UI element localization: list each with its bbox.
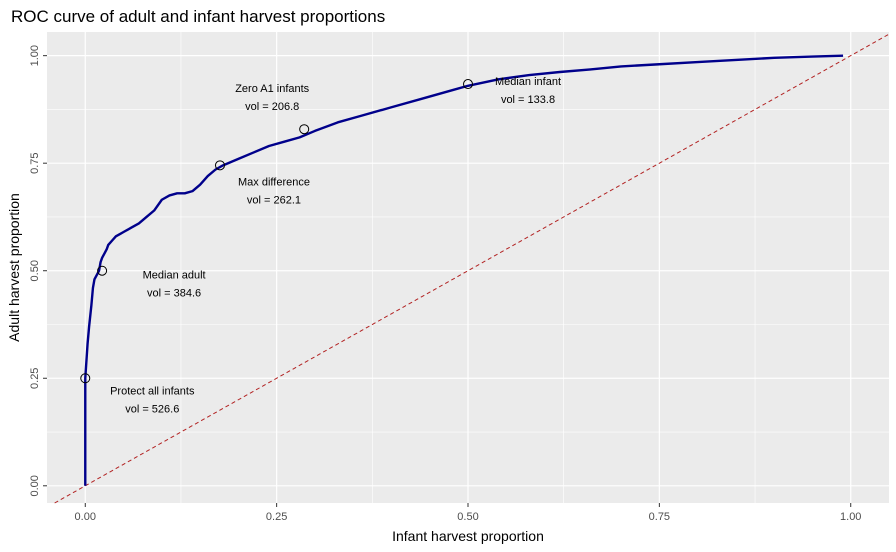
x-tick-label: 1.00 xyxy=(840,511,861,523)
x-tick-label: 0.50 xyxy=(457,511,478,523)
annotation-value: vol = 133.8 xyxy=(501,94,555,106)
y-axis-title: Adult harvest proportion xyxy=(6,193,22,342)
threshold-marker xyxy=(80,373,91,384)
annotation-label: Median infant xyxy=(495,76,561,88)
annotation-value: vol = 262.1 xyxy=(247,194,301,206)
annotation-value: vol = 384.6 xyxy=(147,288,201,300)
x-axis-title: Infant harvest proportion xyxy=(392,528,544,544)
annotation-label: Protect all infants xyxy=(110,385,195,397)
annotation-label: Zero A1 infants xyxy=(235,83,309,95)
threshold-marker xyxy=(463,79,473,90)
x-axis-ticks: 0.00 0.25 0.50 0.75 1.00 xyxy=(75,503,861,523)
threshold-annotations: Protect all infants vol = 526.6 Median adu… xyxy=(110,76,561,415)
roc-curve-line xyxy=(84,54,844,486)
chart-title: ROC curve of adult and infant harvest pr… xyxy=(11,7,385,26)
y-tick-label: 0.50 xyxy=(29,260,41,281)
y-axis-ticks: 0.00 0.25 0.50 0.75 1.00 xyxy=(29,45,47,497)
threshold-marker xyxy=(97,265,108,276)
x-tick-label: 0.00 xyxy=(75,511,96,523)
annotation-label: Median adult xyxy=(143,270,206,282)
x-tick-label: 0.25 xyxy=(266,511,287,523)
y-tick-label: 0.25 xyxy=(29,368,41,389)
y-tick-label: 0.75 xyxy=(29,152,41,173)
threshold-marker xyxy=(214,160,225,171)
threshold-markers xyxy=(80,79,473,384)
y-tick-label: 0.00 xyxy=(29,475,41,496)
major-gridlines xyxy=(47,32,889,503)
diagonal-reference-line xyxy=(54,33,890,504)
x-tick-label: 0.75 xyxy=(649,511,670,523)
annotation-value: vol = 526.6 xyxy=(125,403,179,415)
annotation-label: Max difference xyxy=(238,176,310,188)
annotation-value: vol = 206.8 xyxy=(245,101,299,113)
y-tick-label: 1.00 xyxy=(29,45,41,66)
threshold-marker xyxy=(299,124,310,135)
